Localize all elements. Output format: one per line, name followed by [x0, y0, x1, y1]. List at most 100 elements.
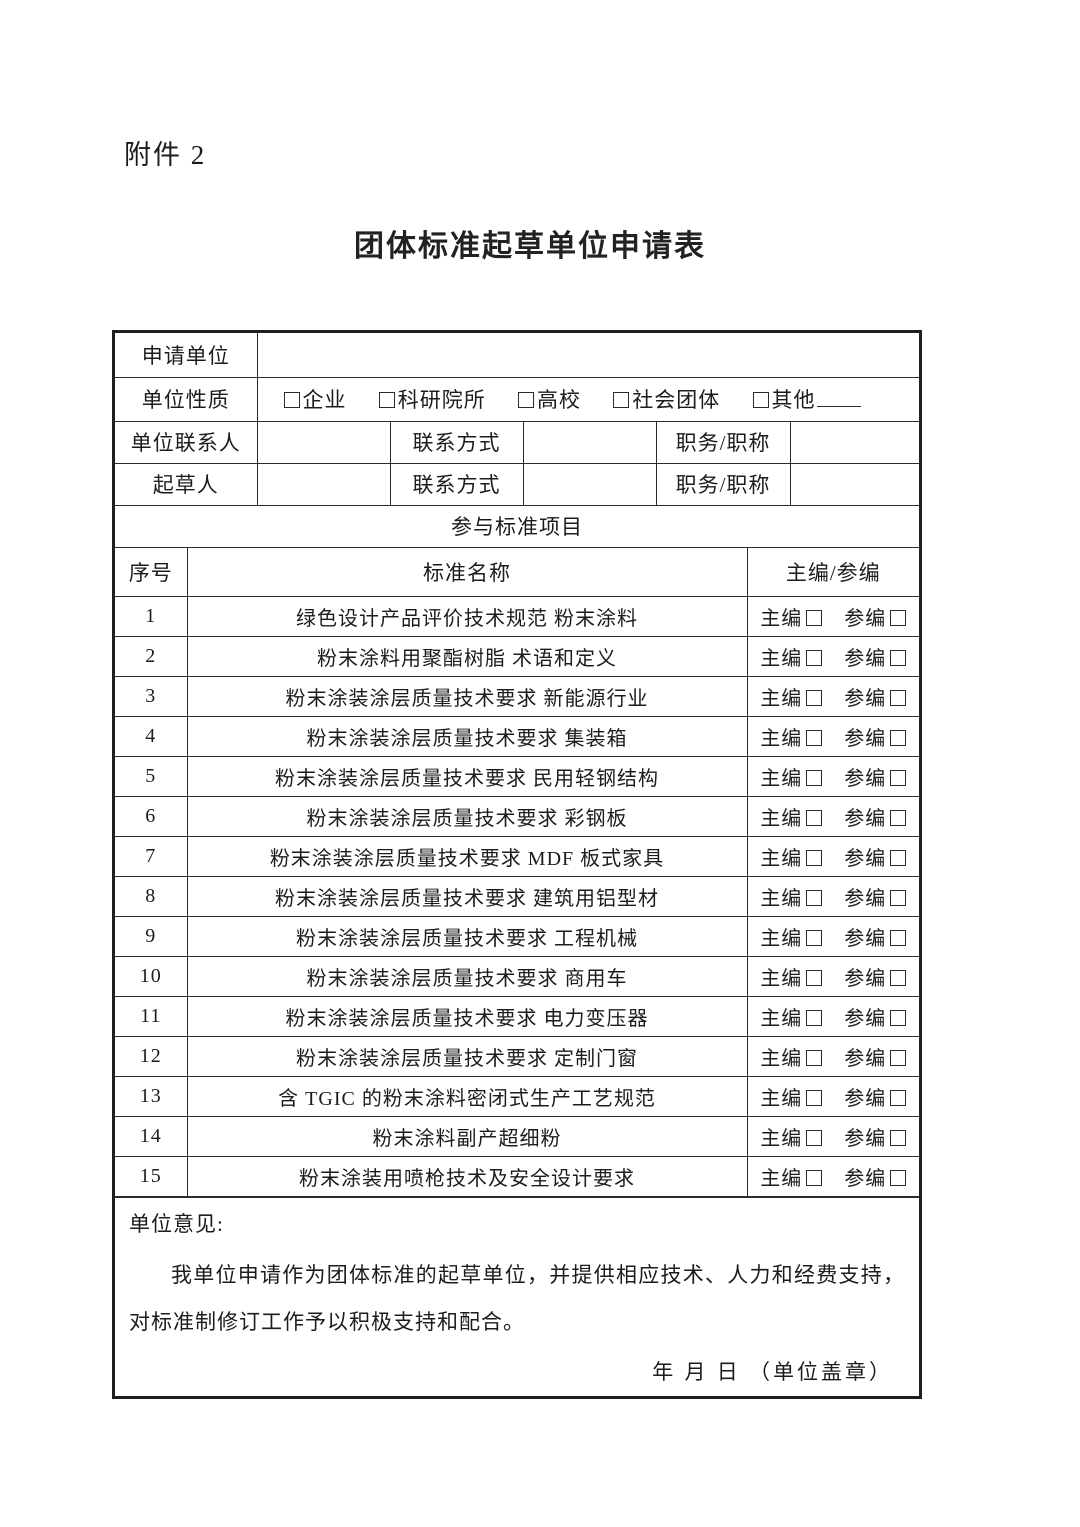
chief-editor-option[interactable]: 主编	[760, 922, 823, 951]
checkbox-icon[interactable]	[890, 970, 907, 986]
checkbox-option-enterprise[interactable]: 企业	[283, 384, 347, 414]
position-title-label: 职务/职称	[655, 462, 791, 506]
unit-contact-method-field[interactable]	[522, 420, 657, 464]
chief-editor-option[interactable]: 主编	[760, 762, 823, 791]
checkbox-icon[interactable]	[890, 1130, 907, 1146]
chief-editor-option[interactable]: 主编	[760, 1122, 823, 1151]
other-fill-line[interactable]	[816, 387, 861, 407]
chief-editor-option[interactable]: 主编	[760, 842, 823, 871]
participant-option[interactable]: 参编	[844, 602, 907, 631]
checkbox-icon[interactable]	[806, 810, 823, 826]
chief-editor-option[interactable]: 主编	[760, 962, 823, 991]
checkbox-icon[interactable]	[890, 1090, 907, 1106]
role-label: 参编	[844, 768, 887, 790]
participant-option[interactable]: 参编	[844, 922, 907, 951]
checkbox-icon[interactable]	[378, 392, 395, 408]
contact-method-label: 联系方式	[389, 420, 524, 464]
checkbox-icon[interactable]	[806, 890, 823, 906]
standard-name: 粉末涂装涂层质量技术要求 民用轻钢结构	[186, 756, 748, 797]
checkbox-icon[interactable]	[806, 1170, 823, 1186]
chief-editor-option[interactable]: 主编	[760, 1162, 823, 1191]
checkbox-icon[interactable]	[806, 1050, 823, 1066]
checkbox-option-research-institute[interactable]: 科研院所	[378, 384, 486, 414]
participant-option[interactable]: 参编	[844, 762, 907, 791]
participant-option[interactable]: 参编	[844, 962, 907, 991]
checkbox-icon[interactable]	[283, 392, 300, 408]
checkbox-icon[interactable]	[890, 770, 907, 786]
role-label: 主编	[760, 768, 803, 790]
option-label: 社会团体	[632, 388, 721, 412]
role-cell: 主编 参编	[746, 996, 919, 1037]
standard-name: 粉末涂装涂层质量技术要求 电力变压器	[186, 996, 748, 1037]
checkbox-icon[interactable]	[890, 690, 907, 706]
standard-name: 绿色设计产品评价技术规范 粉末涂料	[186, 596, 748, 637]
table-row: 4 粉末涂装涂层质量技术要求 集装箱 主编 参编	[115, 716, 919, 757]
checkbox-icon[interactable]	[890, 1050, 907, 1066]
checkbox-icon[interactable]	[806, 610, 823, 626]
checkbox-option-social-group[interactable]: 社会团体	[613, 384, 720, 414]
participant-option[interactable]: 参编	[844, 1082, 907, 1111]
table-row: 15 粉末涂装用喷枪技术及安全设计要求 主编 参编	[115, 1156, 919, 1197]
checkbox-icon[interactable]	[890, 1170, 907, 1186]
chief-editor-option[interactable]: 主编	[760, 682, 823, 711]
drafter-method-field[interactable]	[522, 462, 657, 506]
checkbox-icon[interactable]	[806, 1130, 823, 1146]
applicant-unit-field[interactable]	[256, 333, 919, 378]
participant-option[interactable]: 参编	[844, 1042, 907, 1071]
checkbox-icon[interactable]	[806, 1090, 823, 1106]
checkbox-icon[interactable]	[806, 690, 823, 706]
checkbox-icon[interactable]	[806, 730, 823, 746]
chief-editor-option[interactable]: 主编	[760, 642, 823, 671]
unit-contact-name-field[interactable]	[256, 420, 391, 464]
participant-option[interactable]: 参编	[844, 802, 907, 831]
checkbox-icon[interactable]	[806, 930, 823, 946]
chief-editor-option[interactable]: 主编	[760, 1082, 823, 1111]
participant-option[interactable]: 参编	[844, 882, 907, 911]
participant-option[interactable]: 参编	[844, 842, 907, 871]
standard-no: 7	[115, 836, 188, 877]
chief-editor-option[interactable]: 主编	[760, 882, 823, 911]
participant-option[interactable]: 参编	[844, 1122, 907, 1151]
standard-no: 4	[115, 716, 188, 757]
checkbox-icon[interactable]	[890, 930, 907, 946]
checkbox-icon[interactable]	[806, 650, 823, 666]
chief-editor-option[interactable]: 主编	[760, 802, 823, 831]
checkbox-option-other[interactable]: 其他	[752, 384, 861, 414]
checkbox-icon[interactable]	[890, 850, 907, 866]
checkbox-icon[interactable]	[806, 850, 823, 866]
checkbox-icon[interactable]	[806, 970, 823, 986]
participant-option[interactable]: 参编	[844, 642, 907, 671]
standard-no: 5	[115, 756, 188, 797]
participant-option[interactable]: 参编	[844, 1162, 907, 1191]
drafter-name-field[interactable]	[256, 462, 391, 506]
checkbox-icon[interactable]	[806, 770, 823, 786]
role-label: 主编	[760, 688, 803, 710]
chief-editor-option[interactable]: 主编	[760, 1002, 823, 1031]
participant-option[interactable]: 参编	[844, 1002, 907, 1031]
unit-contact-title-field[interactable]	[789, 420, 919, 464]
participant-option[interactable]: 参编	[844, 722, 907, 751]
checkbox-option-university[interactable]: 高校	[518, 384, 581, 414]
application-form: 申请单位 单位性质 企业 科研院所 高校 社会团体 其他 单位联系人 联系方式 …	[112, 330, 922, 1399]
checkbox-icon[interactable]	[806, 1010, 823, 1026]
participant-option[interactable]: 参编	[844, 682, 907, 711]
checkbox-icon[interactable]	[890, 650, 907, 666]
checkbox-icon[interactable]	[890, 610, 907, 626]
table-row: 6 粉末涂装涂层质量技术要求 彩钢板 主编 参编	[115, 796, 919, 837]
checkbox-icon[interactable]	[518, 392, 534, 408]
checkbox-icon[interactable]	[890, 890, 907, 906]
chief-editor-option[interactable]: 主编	[760, 602, 823, 631]
drafter-title-field[interactable]	[789, 462, 919, 506]
checkbox-icon[interactable]	[890, 730, 907, 746]
role-label: 参编	[844, 1048, 887, 1070]
role-cell: 主编 参编	[746, 1036, 919, 1077]
chief-editor-option[interactable]: 主编	[760, 722, 823, 751]
checkbox-icon[interactable]	[613, 392, 630, 408]
checkbox-icon[interactable]	[890, 810, 907, 826]
checkbox-icon[interactable]	[752, 392, 769, 408]
checkbox-icon[interactable]	[890, 1010, 907, 1026]
standard-no: 9	[115, 916, 188, 957]
role-label: 参编	[844, 968, 887, 990]
standard-no: 8	[115, 876, 188, 917]
chief-editor-option[interactable]: 主编	[760, 1042, 823, 1071]
